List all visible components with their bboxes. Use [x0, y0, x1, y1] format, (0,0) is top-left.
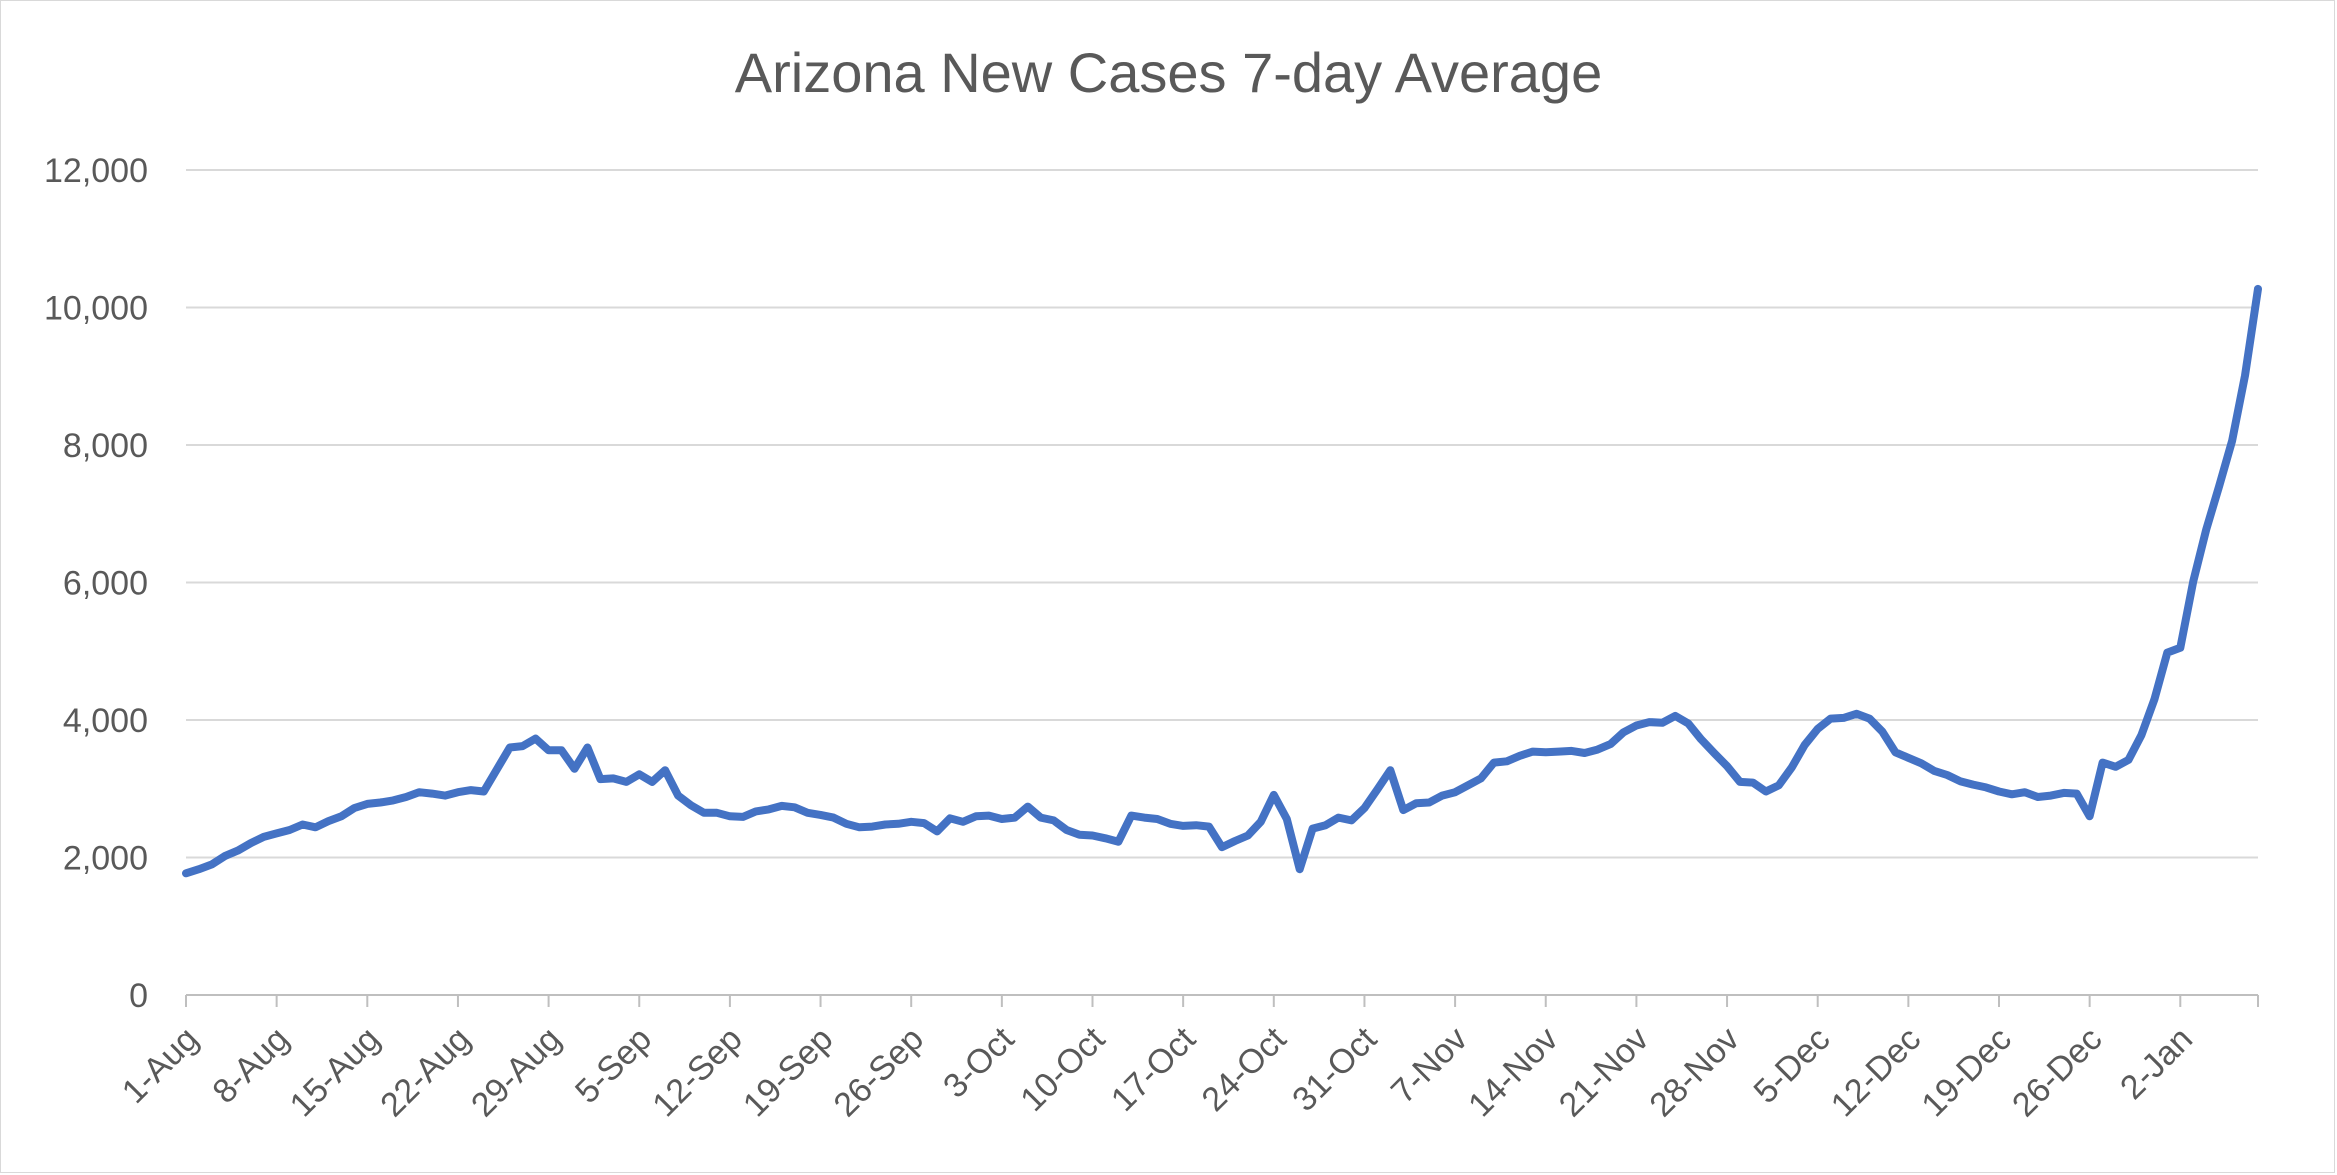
x-tick-label: 19-Dec	[1914, 1020, 2018, 1124]
x-tick-label: 3-Oct	[936, 1020, 1022, 1106]
x-tick-label: 10-Oct	[1013, 1020, 1112, 1119]
y-tick-label: 6,000	[63, 565, 148, 603]
chart-title: Arizona New Cases 7-day Average	[734, 41, 1603, 104]
x-tick-label: 12-Sep	[645, 1020, 749, 1124]
y-tick-label: 10,000	[44, 290, 148, 328]
y-tick-label: 0	[129, 977, 148, 1015]
x-tick-label: 22-Aug	[373, 1020, 477, 1124]
x-tick-label: 12-Dec	[1824, 1020, 1928, 1124]
y-tick-label: 8,000	[63, 427, 148, 465]
x-tick-label: 29-Aug	[464, 1020, 568, 1124]
y-tick-label: 4,000	[63, 702, 148, 740]
x-tick-label: 14-Nov	[1461, 1020, 1565, 1124]
y-tick-label: 2,000	[63, 840, 148, 878]
x-tick-label: 17-Oct	[1104, 1020, 1203, 1119]
x-tick-label: 31-Oct	[1285, 1020, 1384, 1119]
y-tick-label: 12,000	[44, 152, 148, 190]
x-tick-label: 1-Aug	[115, 1020, 206, 1111]
x-tick-label: 19-Sep	[736, 1020, 840, 1124]
x-tick-label: 26-Dec	[2005, 1020, 2109, 1124]
x-tick-label: 24-Oct	[1195, 1020, 1294, 1119]
series-line	[182, 284, 2262, 878]
x-tick-label: 26-Sep	[827, 1020, 931, 1124]
x-tick-label: 21-Nov	[1552, 1020, 1656, 1124]
x-tick-label: 28-Nov	[1642, 1020, 1746, 1124]
x-tick-label: 2-Jan	[2113, 1020, 2200, 1107]
x-tick-label: 15-Aug	[283, 1020, 387, 1124]
